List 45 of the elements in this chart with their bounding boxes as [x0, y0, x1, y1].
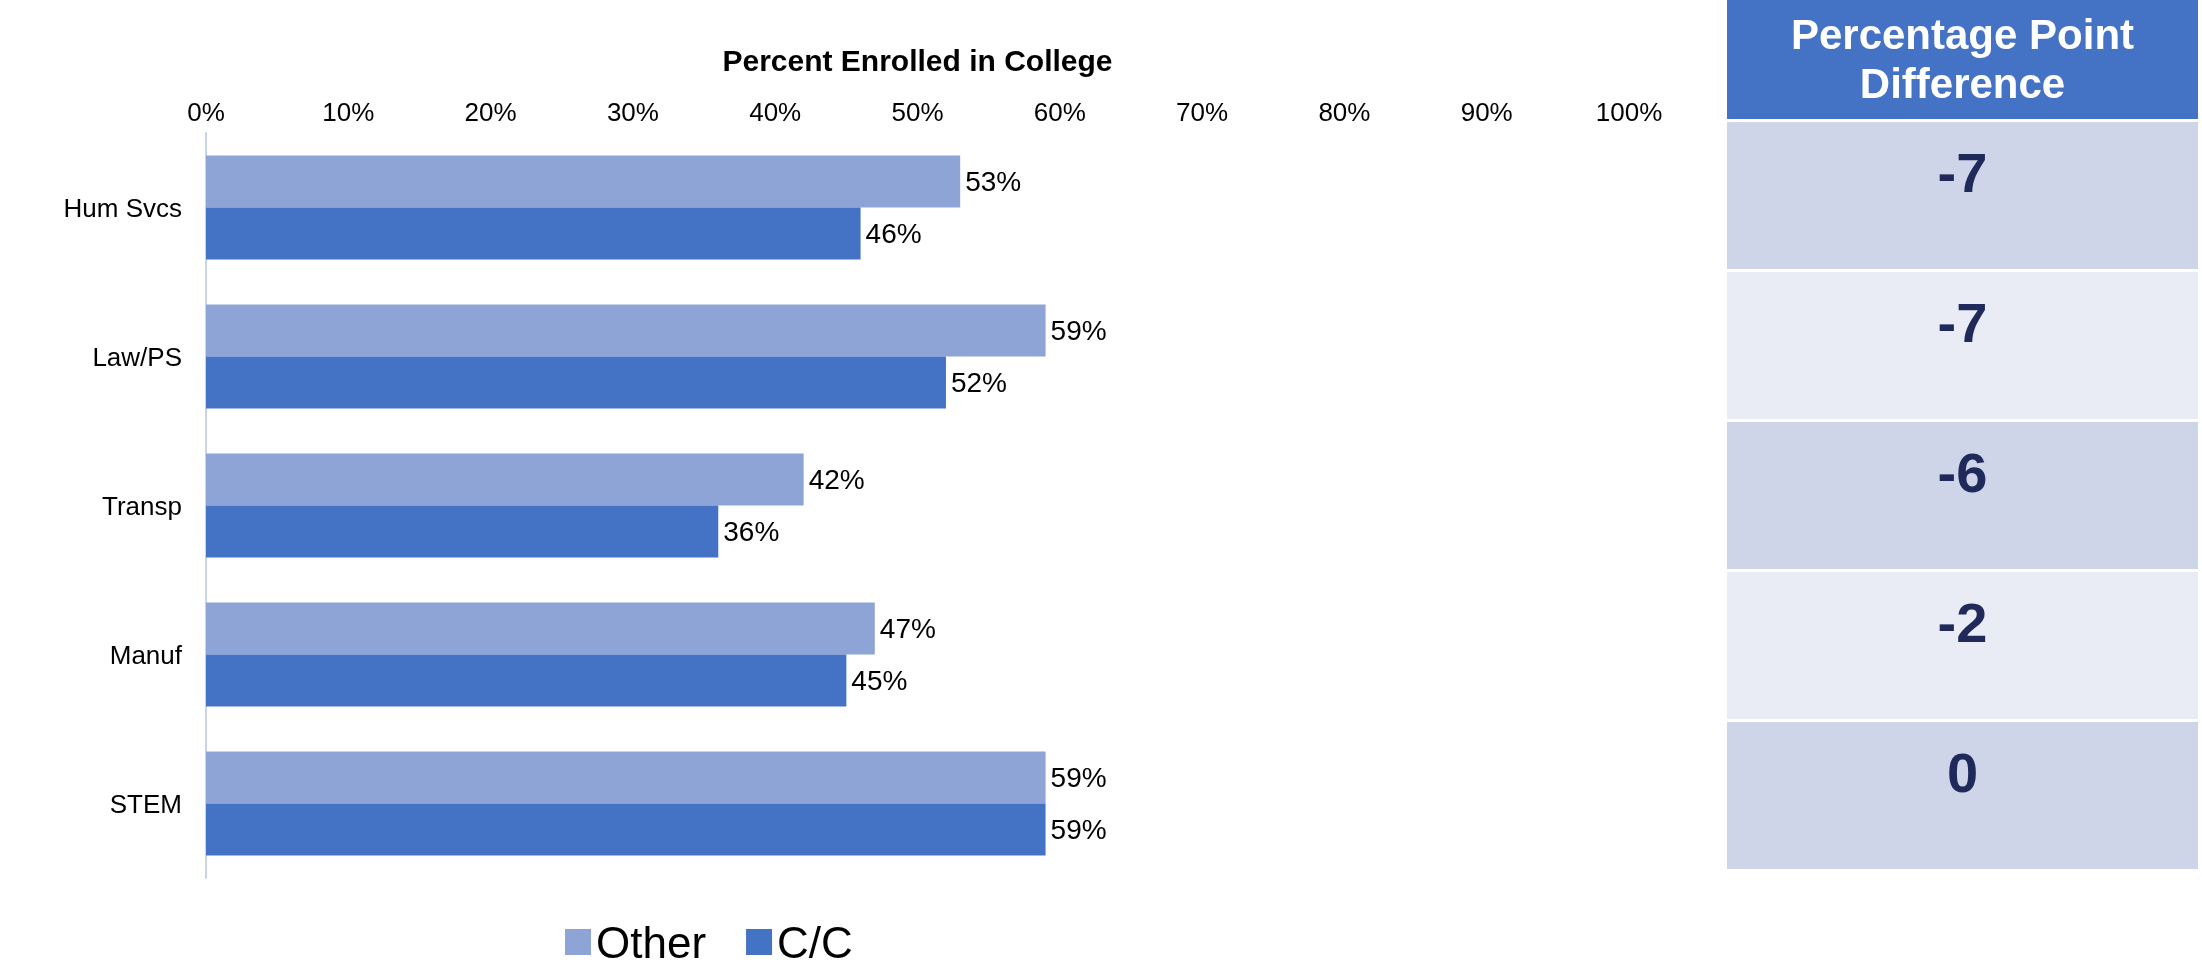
bar — [206, 602, 875, 655]
y-tick-label: Hum Svcs — [63, 192, 182, 223]
x-tick-label: 30% — [606, 97, 659, 127]
bar — [206, 207, 861, 260]
bar — [206, 453, 804, 506]
x-tick-label: 50% — [891, 97, 944, 127]
y-tick-label: Transp — [102, 490, 182, 521]
data-label: 59% — [1050, 814, 1107, 845]
x-axis-title: Percent Enrolled in College — [722, 43, 1113, 77]
x-tick-label: 100% — [1595, 97, 1663, 127]
y-tick-label: STEM — [109, 788, 182, 819]
text: -7 — [1727, 119, 2198, 269]
x-tick-label: 40% — [749, 97, 802, 127]
bar — [206, 751, 1046, 804]
x-tick-label: 20% — [464, 97, 517, 127]
text: -2 — [1727, 569, 2198, 719]
bar — [206, 505, 719, 558]
y-tick-label: Law/PS — [92, 341, 182, 372]
bar — [206, 654, 847, 707]
data-label: 59% — [1050, 762, 1107, 793]
x-tick-label: 10% — [322, 97, 375, 127]
text: -7 — [1727, 269, 2198, 419]
text: Percentage Point Difference — [1727, 0, 2198, 119]
data-label: 47% — [879, 613, 936, 644]
bar — [206, 155, 961, 208]
data-label: 42% — [808, 464, 865, 495]
legend-label: C/C — [777, 917, 853, 967]
data-label: 53% — [965, 166, 1022, 197]
bar — [206, 803, 1046, 856]
x-tick-label: 80% — [1318, 97, 1371, 127]
data-label: 59% — [1050, 315, 1107, 346]
data-label: 45% — [851, 665, 908, 696]
y-tick-label: Manuf — [109, 639, 183, 670]
x-tick-label: 70% — [1176, 97, 1229, 127]
x-tick-label: 0% — [187, 97, 225, 127]
bar — [206, 304, 1046, 357]
data-label: 52% — [950, 367, 1008, 398]
x-tick-label: 90% — [1460, 97, 1513, 127]
text: 0 — [1727, 719, 2198, 869]
data-label: 36% — [723, 516, 780, 547]
bar — [206, 356, 946, 409]
data-label: 46% — [865, 218, 922, 249]
text: -6 — [1727, 419, 2198, 569]
x-tick-label: 60% — [1033, 97, 1086, 127]
legend-label: Other — [596, 917, 707, 967]
